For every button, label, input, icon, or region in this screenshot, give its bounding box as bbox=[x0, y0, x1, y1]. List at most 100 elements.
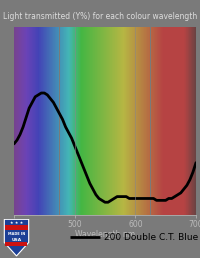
Bar bbox=[131, 27, 132, 215]
Bar bbox=[154, 27, 155, 215]
Bar bbox=[145, 27, 146, 215]
Bar bbox=[90, 27, 91, 215]
Polygon shape bbox=[5, 242, 27, 246]
Bar bbox=[33, 27, 34, 215]
Bar bbox=[82, 27, 83, 215]
Bar bbox=[96, 27, 97, 215]
Bar bbox=[93, 27, 94, 215]
Bar bbox=[22, 27, 23, 215]
Bar bbox=[123, 27, 124, 215]
Bar bbox=[140, 27, 141, 215]
Bar bbox=[58, 27, 59, 215]
Bar bbox=[85, 27, 86, 215]
Bar bbox=[64, 27, 65, 215]
Bar bbox=[91, 27, 92, 215]
Bar bbox=[61, 27, 62, 215]
Bar bbox=[156, 27, 157, 215]
Bar bbox=[182, 27, 183, 215]
Bar bbox=[25, 27, 26, 215]
Bar bbox=[194, 27, 195, 215]
Bar bbox=[71, 27, 72, 215]
Bar bbox=[75, 27, 76, 215]
Bar bbox=[76, 27, 77, 215]
Bar bbox=[148, 27, 149, 215]
Bar bbox=[188, 27, 189, 215]
Bar bbox=[153, 27, 154, 215]
Bar bbox=[66, 27, 67, 215]
Bar bbox=[14, 27, 15, 215]
Bar bbox=[92, 27, 93, 215]
Bar bbox=[115, 27, 116, 215]
Bar bbox=[164, 27, 165, 215]
Bar bbox=[40, 27, 41, 215]
Bar bbox=[46, 27, 47, 215]
Bar bbox=[165, 27, 166, 215]
Bar bbox=[128, 27, 129, 215]
Bar bbox=[62, 27, 63, 215]
Bar bbox=[173, 27, 174, 215]
Polygon shape bbox=[4, 219, 29, 256]
Bar bbox=[171, 27, 172, 215]
Bar bbox=[81, 27, 82, 215]
Bar bbox=[98, 27, 99, 215]
Bar bbox=[177, 27, 178, 215]
Bar bbox=[143, 27, 144, 215]
Bar bbox=[16, 27, 17, 215]
Bar bbox=[97, 27, 98, 215]
Bar bbox=[99, 27, 100, 215]
Bar bbox=[88, 27, 89, 215]
Bar bbox=[162, 27, 163, 215]
Bar bbox=[101, 27, 102, 215]
Bar bbox=[190, 27, 191, 215]
Bar bbox=[67, 27, 68, 215]
Polygon shape bbox=[5, 225, 28, 230]
Bar bbox=[48, 27, 49, 215]
Bar bbox=[86, 27, 87, 215]
Bar bbox=[192, 27, 193, 215]
Bar bbox=[185, 27, 186, 215]
Bar bbox=[136, 27, 137, 215]
Bar bbox=[172, 27, 173, 215]
Bar bbox=[78, 27, 79, 215]
Bar bbox=[24, 27, 25, 215]
Bar bbox=[149, 27, 150, 215]
Bar bbox=[139, 27, 140, 215]
Bar bbox=[113, 27, 114, 215]
Bar bbox=[102, 27, 103, 215]
Bar bbox=[89, 27, 90, 215]
Bar bbox=[119, 27, 120, 215]
Bar bbox=[163, 27, 164, 215]
Bar bbox=[100, 27, 101, 215]
Bar bbox=[72, 27, 73, 215]
Bar bbox=[36, 27, 37, 215]
Bar bbox=[28, 27, 29, 215]
Text: ★ ★ ★: ★ ★ ★ bbox=[10, 221, 23, 225]
Bar bbox=[95, 27, 96, 215]
Bar bbox=[189, 27, 190, 215]
Bar bbox=[42, 27, 43, 215]
Bar bbox=[15, 27, 16, 215]
Bar bbox=[110, 27, 111, 215]
Bar bbox=[132, 27, 133, 215]
Bar bbox=[129, 27, 130, 215]
Bar bbox=[144, 27, 145, 215]
Bar bbox=[21, 27, 22, 215]
Bar bbox=[69, 27, 70, 215]
Bar bbox=[155, 27, 156, 215]
Bar bbox=[127, 27, 128, 215]
Bar bbox=[55, 27, 56, 215]
Bar bbox=[19, 27, 20, 215]
Bar bbox=[52, 27, 53, 215]
Bar bbox=[107, 27, 108, 215]
Bar bbox=[121, 27, 122, 215]
Bar bbox=[105, 27, 106, 215]
Bar bbox=[17, 27, 18, 215]
Bar bbox=[32, 27, 33, 215]
Bar bbox=[53, 27, 54, 215]
Bar bbox=[151, 27, 152, 215]
Bar bbox=[112, 27, 113, 215]
Bar bbox=[160, 27, 161, 215]
Bar bbox=[23, 27, 24, 215]
Text: 200 Double C.T. Blue: 200 Double C.T. Blue bbox=[104, 233, 198, 242]
Bar bbox=[167, 27, 168, 215]
